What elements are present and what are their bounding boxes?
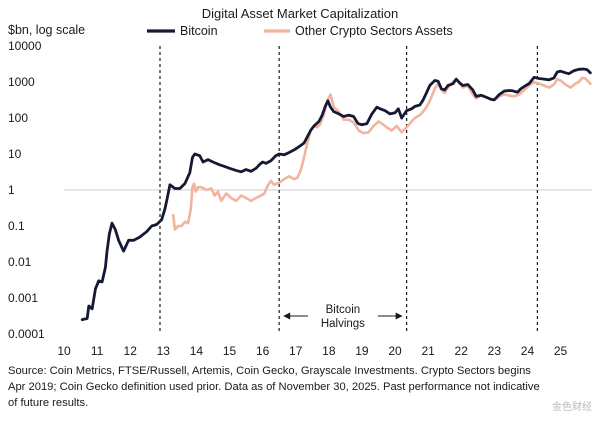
watermark-text: 金色财经 xyxy=(552,402,592,413)
y-tick-label: 100 xyxy=(8,111,28,125)
source-footnote: Source: Coin Metrics, FTSE/Russell, Arte… xyxy=(8,365,540,409)
x-tick-label: 18 xyxy=(322,344,336,358)
y-tick-label: 10000 xyxy=(8,39,42,53)
y-tick-label: 10 xyxy=(8,147,22,161)
halving-annotation: Bitcoin Halvings xyxy=(283,304,403,330)
y-axis-ticks: 10000 1000 100 10 1 0.1 0.01 0.001 0.0001 xyxy=(8,39,45,341)
series-lines xyxy=(80,67,592,322)
x-axis-ticks: 10 11 12 13 14 15 16 17 18 19 20 21 22 23 24 25 xyxy=(57,344,567,358)
x-tick-label: 15 xyxy=(223,344,237,358)
series-line-other-crypto xyxy=(171,76,592,231)
x-tick-label: 10 xyxy=(57,344,71,358)
x-tick-label: 14 xyxy=(190,344,204,358)
y-tick-label: 0.001 xyxy=(8,291,38,305)
x-tick-label: 25 xyxy=(554,344,568,358)
legend-label-bitcoin: Bitcoin xyxy=(180,24,218,38)
footnote-line-1: Source: Coin Metrics, FTSE/Russell, Arte… xyxy=(8,365,531,377)
reference-lines xyxy=(64,46,592,334)
x-tick-label: 19 xyxy=(355,344,369,358)
halving-arrowhead-right xyxy=(395,312,403,320)
x-tick-label: 13 xyxy=(157,344,171,358)
x-tick-label: 11 xyxy=(91,344,104,358)
x-tick-label: 24 xyxy=(521,344,535,358)
y-axis-label: $bn, log scale xyxy=(8,23,85,37)
x-tick-label: 16 xyxy=(256,344,270,358)
y-tick-label: 1000 xyxy=(8,75,35,89)
legend: Bitcoin Other Crypto Sectors Assets xyxy=(147,24,453,38)
x-tick-label: 17 xyxy=(289,344,303,358)
footnote-line-3: of future results. xyxy=(8,397,88,409)
x-tick-label: 23 xyxy=(488,344,502,358)
series-line-bitcoin xyxy=(80,67,592,322)
y-tick-label: 0.0001 xyxy=(8,327,45,341)
halving-label-line-2: Halvings xyxy=(321,318,365,330)
y-tick-label: 0.01 xyxy=(8,255,32,269)
x-tick-label: 20 xyxy=(388,344,402,358)
halving-arrowhead-left xyxy=(283,312,291,320)
chart-title: Digital Asset Market Capitalization xyxy=(202,6,399,21)
x-tick-label: 12 xyxy=(124,344,138,358)
x-tick-label: 21 xyxy=(421,344,435,358)
halving-label-line-1: Bitcoin xyxy=(326,304,361,316)
legend-label-other-crypto: Other Crypto Sectors Assets xyxy=(295,24,453,38)
y-tick-label: 0.1 xyxy=(8,219,25,233)
x-tick-label: 22 xyxy=(455,344,469,358)
y-tick-label: 1 xyxy=(8,183,15,197)
footnote-line-2: Apr 2019; Coin Gecko definition used pri… xyxy=(8,381,540,393)
